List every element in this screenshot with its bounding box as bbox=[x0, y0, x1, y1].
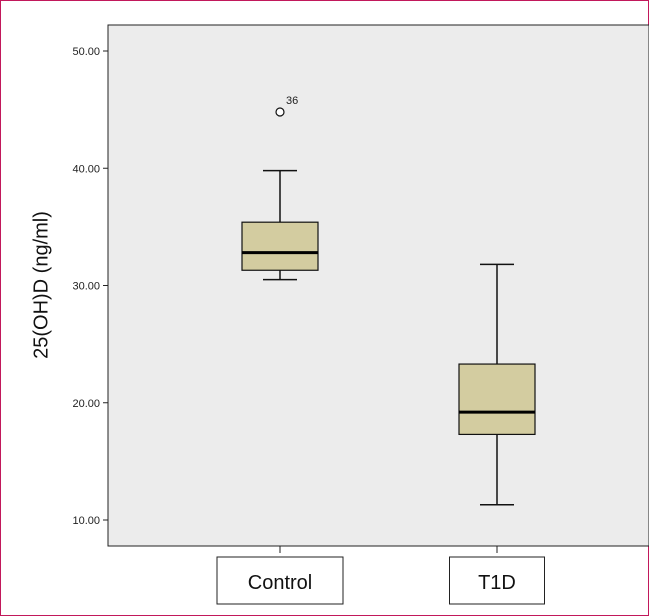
y-tick-label: 40.00 bbox=[72, 163, 100, 175]
y-tick-label: 10.00 bbox=[72, 515, 100, 527]
category-labels-layer: Control T1D bbox=[216, 546, 545, 605]
y-axis: 10.00 20.00 30.00 40.00 50.00 bbox=[72, 46, 108, 527]
y-tick-label: 20.00 bbox=[72, 398, 100, 410]
category-label-box bbox=[216, 556, 344, 605]
y-tick-label: 30.00 bbox=[72, 281, 100, 293]
y-axis-title: 25(OH)D (ng/ml) bbox=[30, 211, 52, 359]
category-label-t1d: T1D bbox=[478, 572, 516, 594]
outlier-label: 36 bbox=[286, 95, 298, 107]
box-control: 36 bbox=[241, 95, 319, 281]
category-label-box bbox=[449, 556, 545, 605]
iqr-box bbox=[241, 221, 319, 271]
category-label-control: Control bbox=[248, 572, 312, 594]
outlier-point bbox=[275, 107, 285, 117]
box-t1d bbox=[458, 263, 536, 506]
iqr-box bbox=[458, 363, 536, 436]
y-tick-label: 50.00 bbox=[72, 46, 100, 58]
boxes-layer: 36 bbox=[241, 95, 536, 506]
plot-area bbox=[107, 24, 649, 547]
